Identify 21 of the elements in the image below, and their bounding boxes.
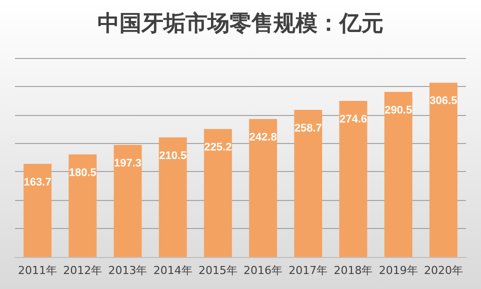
data-label: 274.6 bbox=[339, 113, 368, 126]
data-label: 197.3 bbox=[114, 157, 142, 170]
data-label: 163.7 bbox=[24, 176, 52, 188]
data-label: 306.5 bbox=[430, 95, 458, 108]
x-tick-label: 2018年 bbox=[334, 264, 373, 277]
x-tick-label: 2020年 bbox=[424, 264, 463, 277]
x-tick-label: 2011年 bbox=[18, 264, 58, 277]
data-label: 225.2 bbox=[204, 141, 232, 154]
x-tick-label: 2016年 bbox=[244, 264, 283, 277]
data-label: 242.8 bbox=[249, 131, 277, 144]
x-tick-label: 2017年 bbox=[288, 264, 328, 277]
data-label: 210.5 bbox=[159, 150, 187, 162]
data-label: 290.5 bbox=[384, 104, 412, 116]
x-tick-label: 2012年 bbox=[63, 264, 102, 277]
chart-title: 中国牙垢市场零售规模：亿元 bbox=[98, 10, 384, 36]
data-label: 180.5 bbox=[68, 166, 96, 179]
x-tick-label: 2014年 bbox=[153, 264, 192, 277]
x-tick-label: 2015年 bbox=[198, 264, 238, 277]
x-tick-label: 2019年 bbox=[378, 264, 418, 277]
x-tick-label: 2013年 bbox=[108, 264, 148, 277]
data-label: 258.7 bbox=[294, 122, 322, 134]
